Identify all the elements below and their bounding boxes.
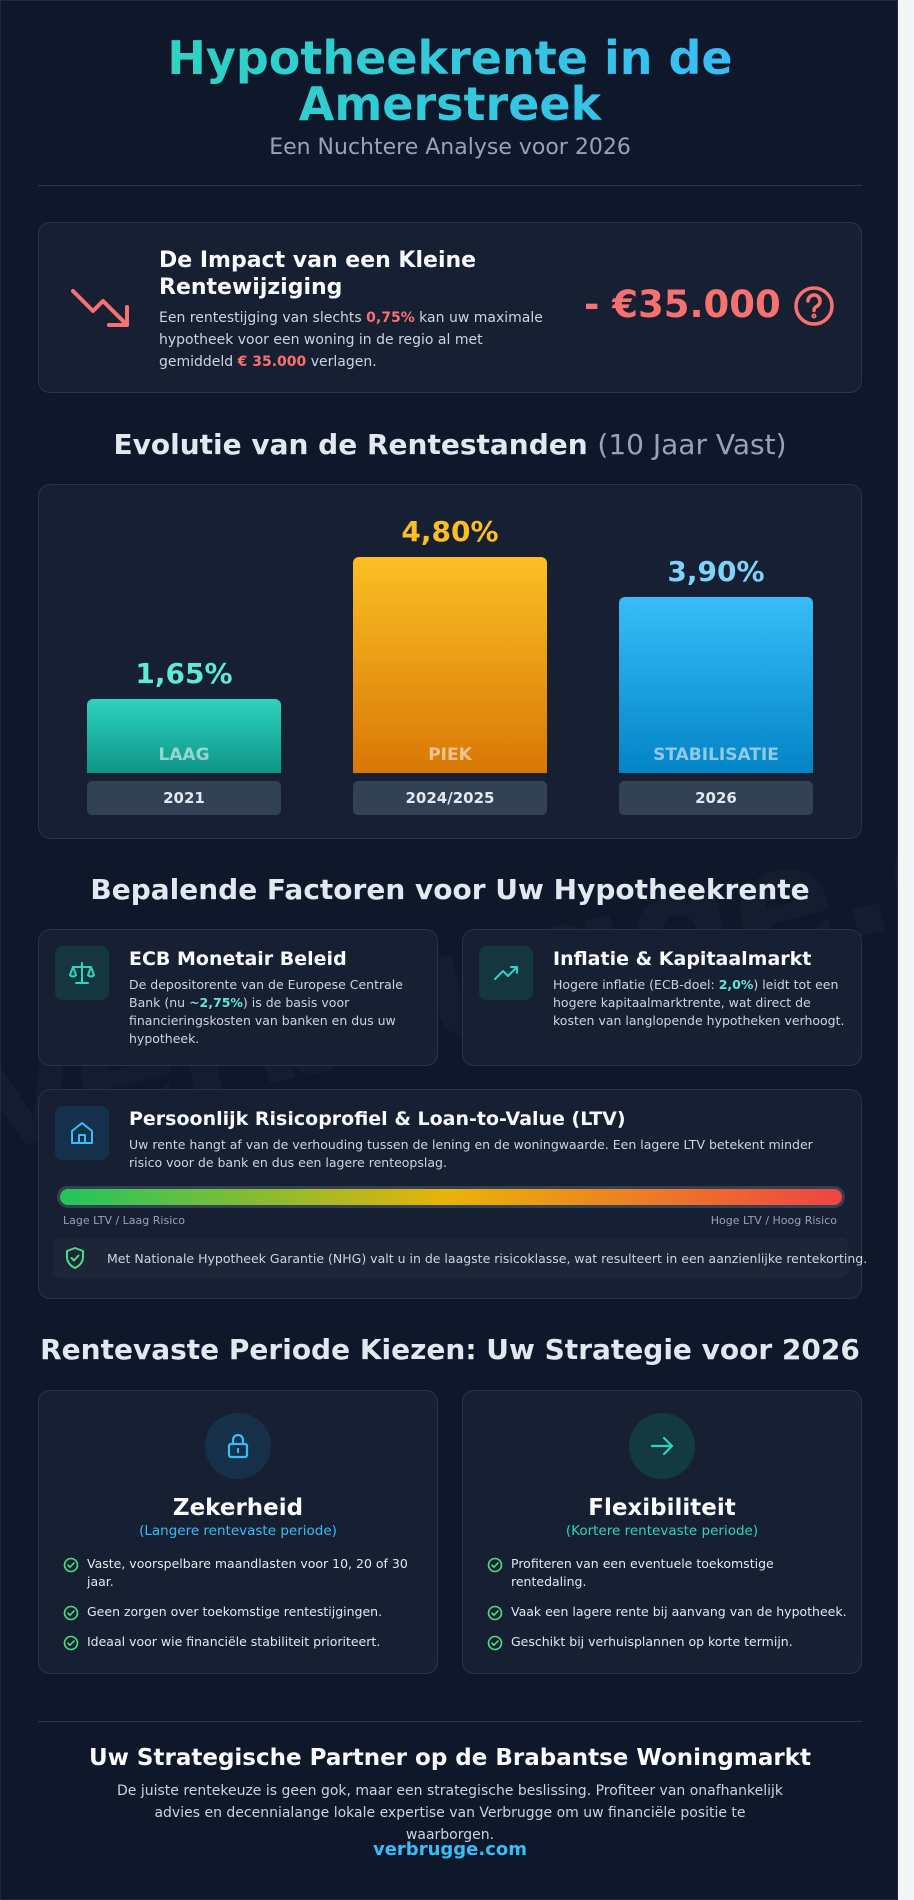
footer-title: Uw Strategische Partner op de Brabantse … — [89, 1745, 811, 1771]
flexibility-title: Flexibiliteit — [588, 1495, 736, 1521]
certainty-list: Vaste, voorspelbare maandlasten voor 10,… — [63, 1555, 423, 1663]
check-circle-icon — [63, 1605, 79, 1626]
nhg-note: Met Nationale Hypotheek Garantie (NHG) v… — [53, 1238, 867, 1278]
risk-text: Uw rente hangt af van de verhouding tuss… — [129, 1137, 813, 1170]
impact-value: - €35.000 — [584, 283, 781, 326]
home-icon — [55, 1106, 109, 1160]
footer-divider — [38, 1721, 862, 1722]
chart-bar — [353, 557, 547, 773]
ecb-text: De depositorente van de Europese Central… — [129, 977, 403, 1046]
chart-bar — [87, 699, 281, 773]
check-circle-icon — [487, 1635, 503, 1656]
factors-section-title: Bepalende Factoren voor Uw Hypotheekrent… — [90, 873, 810, 906]
list-item: Vaste, voorspelbare maandlasten voor 10,… — [63, 1555, 423, 1591]
check-circle-icon — [487, 1557, 503, 1578]
ecb-rate: ~2,75% — [189, 995, 243, 1010]
risk-title: Persoonlijk Risicoprofiel & Loan-to-Valu… — [129, 1108, 626, 1130]
impact-text: Een rentestijging van slechts 0,75% kan … — [159, 310, 543, 370]
inflation-card: Inflatie & Kapitaalmarkt Hogere inflatie… — [462, 929, 862, 1066]
header: Hypotheekrente in de Amerstreek Een Nuch… — [1, 35, 897, 160]
flexibility-subtitle: (Kortere rentevaste periode) — [565, 1523, 759, 1539]
inflation-text: Hogere inflatie (ECB-doel: 2,0%) leidt t… — [553, 977, 845, 1028]
certainty-title: Zekerheid — [172, 1495, 304, 1521]
footer-text: De juiste rentekeuze is geen gok, maar e… — [116, 1783, 783, 1843]
page-title: Hypotheekrente in de Amerstreek — [150, 35, 750, 127]
ecb-title: ECB Monetair Beleid — [129, 948, 347, 970]
inflation-title: Inflatie & Kapitaalmarkt — [553, 948, 812, 970]
ltv-gradient-bar — [57, 1186, 845, 1208]
list-item: Geen zorgen over toekomstige rentestijgi… — [63, 1603, 423, 1621]
category-label: 2026 — [619, 781, 813, 815]
header-divider — [38, 185, 862, 186]
question-icon[interactable] — [793, 285, 835, 331]
certainty-card: Zekerheid (Langere rentevaste periode) V… — [38, 1390, 438, 1674]
ecb-card: ECB Monetair Beleid De depositorente van… — [38, 929, 438, 1066]
check-circle-icon — [487, 1605, 503, 1626]
footer-link[interactable]: verbrugge.com — [372, 1839, 527, 1860]
chart-bar — [619, 597, 813, 773]
strategy-section-title: Rentevaste Periode Kiezen: Uw Strategie … — [40, 1333, 860, 1366]
list-item: Geschikt bij verhuisplannen op korte ter… — [487, 1633, 847, 1651]
impact-highlight-amount: € 35.000 — [237, 354, 307, 370]
bar-inner-label: PIEK — [428, 745, 472, 765]
check-circle-icon — [63, 1635, 79, 1656]
bar-inner-label: LAAG — [158, 745, 210, 765]
impact-title: De Impact van een Kleine Rentewijziging — [159, 248, 477, 300]
ltv-low-label: Lage LTV / Laag Risico — [63, 1214, 186, 1227]
scale-icon — [55, 946, 109, 1000]
page-subtitle: Een Nuchtere Analyse voor 2026 — [269, 135, 631, 160]
category-label: 2024/2025 — [353, 781, 547, 815]
trending-up-icon — [479, 946, 533, 1000]
bar-value-label: 3,90% — [667, 555, 765, 588]
risk-card: Persoonlijk Risicoprofiel & Loan-to-Valu… — [38, 1089, 867, 1299]
inflation-target: 2,0% — [718, 977, 754, 992]
bar-value-label: 4,80% — [401, 515, 499, 548]
list-item: Vaak een lagere rente bij aanvang van de… — [487, 1603, 847, 1621]
ltv-high-label: Hoge LTV / Hoog Risico — [710, 1214, 837, 1227]
arrow-right-icon — [629, 1413, 695, 1479]
shield-check-icon — [63, 1246, 87, 1274]
chart-section-title: Evolutie van de Rentestanden (10 Jaar Va… — [113, 428, 787, 461]
lock-icon — [205, 1413, 271, 1479]
impact-highlight-rate: 0,75% — [366, 310, 415, 326]
flexibility-list: Profiteren van een eventuele toekomstige… — [487, 1555, 847, 1663]
nhg-text: Met Nationale Hypotheek Garantie (NHG) v… — [107, 1251, 868, 1266]
impact-card: De Impact van een Kleine Rentewijziging … — [38, 222, 862, 393]
category-label: 2021 — [87, 781, 281, 815]
list-item: Profiteren van een eventuele toekomstige… — [487, 1555, 847, 1591]
bar-inner-label: STABILISATIE — [653, 745, 779, 765]
check-circle-icon — [63, 1557, 79, 1578]
flexibility-card: Flexibiliteit (Kortere rentevaste period… — [462, 1390, 862, 1674]
rate-chart: 1,65% LAAG 2021 4,80% PIEK 2024/2025 3,90% STAB… — [38, 484, 862, 839]
bar-value-label: 1,65% — [135, 657, 233, 690]
trending-down-icon — [69, 285, 131, 333]
list-item: Ideaal voor wie financiële stabiliteit p… — [63, 1633, 423, 1651]
certainty-subtitle: (Langere rentevaste periode) — [139, 1523, 337, 1539]
